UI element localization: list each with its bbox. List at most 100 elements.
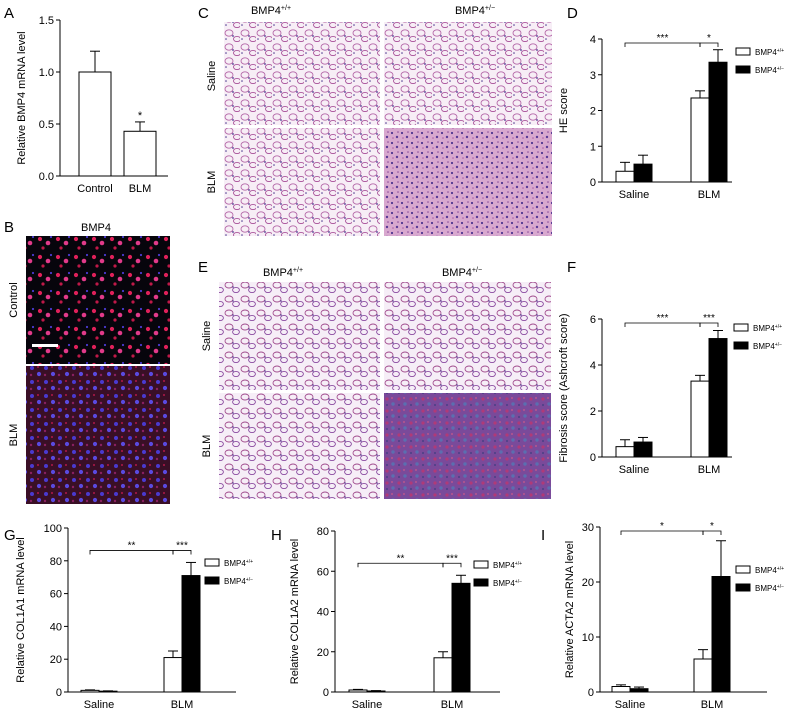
- significance-label: ***: [446, 553, 458, 564]
- panel-c-col-label-het: BMP4+/−: [455, 5, 495, 17]
- legend-swatch: [735, 583, 751, 592]
- panel-c-row-label-saline: Saline: [206, 61, 218, 92]
- bar: [366, 690, 386, 693]
- x-tick-label: Saline: [619, 464, 650, 476]
- panel-letter-b: B: [4, 219, 14, 236]
- legend-swatch: [473, 578, 489, 587]
- panel-e-micrographs: BMP4+/+ BMP4+/− Saline BLM: [201, 267, 551, 499]
- significance-bracket: [699, 322, 719, 327]
- bar: [163, 657, 183, 693]
- legend-label: BMP4+/−: [755, 584, 784, 593]
- col-label-sup: +/−: [472, 267, 482, 274]
- significance-label: *: [660, 521, 664, 532]
- significance-bracket: [699, 42, 719, 47]
- panel-b-row-label-blm: BLM: [8, 424, 20, 447]
- y-tick-label: 100: [44, 523, 62, 535]
- legend-swatch: [733, 341, 749, 350]
- legend-label-base: BMP4: [755, 48, 777, 57]
- legend-label-sup: +/+: [777, 566, 784, 572]
- significance-bracket: [702, 530, 722, 535]
- x-tick-label: Control: [77, 183, 112, 195]
- significance-label: ***: [176, 540, 188, 551]
- bar: [693, 658, 713, 693]
- significance-label: ***: [657, 33, 669, 44]
- bar: [629, 688, 649, 693]
- y-tick-label: 30: [582, 522, 594, 534]
- bar: [633, 441, 653, 458]
- legend-label: BMP4+/+: [493, 561, 522, 570]
- panel-letter-h: H: [271, 527, 282, 544]
- panel-letter-e: E: [198, 259, 208, 276]
- legend-swatch: [735, 47, 751, 56]
- y-tick-label: 4: [590, 360, 596, 372]
- legend-label-base: BMP4: [493, 579, 515, 588]
- legend-label-sup: +/−: [515, 579, 522, 585]
- bar: [690, 380, 710, 458]
- y-tick-label: 3: [590, 70, 596, 82]
- x-tick-label: Saline: [84, 699, 115, 711]
- x-tick-label: BLM: [441, 699, 464, 711]
- micrograph-b-blm: [26, 366, 170, 504]
- significance-bracket: [442, 562, 462, 568]
- panel-e-col-label-het: BMP4+/−: [442, 267, 482, 279]
- y-tick-label: 2: [590, 406, 596, 418]
- significance-label: ***: [657, 313, 669, 324]
- legend-swatch: [204, 576, 220, 585]
- y-tick-label: 40: [50, 621, 62, 633]
- significance-label: *: [710, 521, 714, 532]
- legend-swatch: [473, 560, 489, 569]
- y-tick-label: 0: [590, 452, 596, 464]
- legend-swatch: [204, 558, 220, 567]
- x-tick-label: Saline: [615, 699, 646, 711]
- col-label-sup: +/+: [281, 5, 291, 12]
- legend-label-sup: +/+: [775, 324, 782, 330]
- chart-i-acta2-mrna: 0 10 20 30 Relative ACTA2 mRNA level Saline BL…: [564, 521, 784, 711]
- legend-label: BMP4+/−: [493, 579, 522, 588]
- legend-label-base: BMP4: [755, 566, 777, 575]
- y-tick-label: 40: [317, 607, 329, 619]
- chart-h-col1a2-mrna: 0 20 40 60 80 Relative COL1A2 mRNA level Salin…: [289, 526, 522, 711]
- chart-f-fibrosis-score: 0 2 4 6 Fibrosis score (Ashcroft score) Salin…: [558, 313, 782, 476]
- y-axis-label: Fibrosis score (Ashcroft score): [558, 313, 570, 462]
- col-label-base: BMP4: [251, 5, 281, 17]
- col-label-sup: +/+: [293, 267, 303, 274]
- y-tick-label: 2: [590, 106, 596, 118]
- x-tick-label: BLM: [129, 183, 152, 195]
- micrograph-e-saline-het: [384, 282, 551, 390]
- chart-a-bmp4-mrna: 0.0 0.5 1.0 1.5 Relative BMP4 mRNA level Cont…: [16, 15, 168, 195]
- y-tick-label: 0.5: [39, 119, 54, 131]
- x-tick-label: Saline: [619, 189, 650, 201]
- bar: [615, 170, 635, 183]
- significance-label: *: [707, 33, 711, 44]
- bar: [611, 686, 631, 693]
- legend-label-sup: +/+: [246, 559, 253, 565]
- bar: [690, 97, 710, 183]
- bar: [78, 71, 112, 177]
- y-axis-label: HE score: [558, 88, 570, 133]
- x-tick-label: BLM: [698, 189, 721, 201]
- legend-label-base: BMP4: [755, 66, 777, 75]
- bar: [80, 689, 100, 693]
- x-tick-label: BLM: [701, 699, 724, 711]
- legend-label: BMP4+/+: [755, 48, 784, 57]
- bar: [433, 657, 453, 693]
- x-tick-label: BLM: [698, 464, 721, 476]
- bar: [451, 582, 471, 693]
- bar: [711, 576, 731, 693]
- bar: [708, 61, 728, 183]
- legend-label: BMP4+/+: [755, 566, 784, 575]
- legend-label: BMP4+/−: [224, 577, 253, 586]
- y-tick-label: 60: [50, 589, 62, 601]
- panel-e-col-label-wt: BMP4+/+: [263, 267, 303, 279]
- legend-label-base: BMP4: [224, 559, 246, 568]
- y-tick-label: 1.5: [39, 15, 54, 27]
- legend-label-sup: +/+: [515, 561, 522, 567]
- legend-label-sup: +/−: [246, 577, 253, 583]
- panel-c-micrographs: BMP4+/+ BMP4+/− Saline BLM: [206, 5, 552, 236]
- col-label-base: BMP4: [455, 5, 485, 17]
- legend-label-base: BMP4: [753, 342, 775, 351]
- bar: [181, 575, 201, 693]
- legend-label-sup: +/−: [777, 584, 784, 590]
- significance-label: ***: [703, 313, 715, 324]
- panel-letter-d: D: [567, 5, 578, 22]
